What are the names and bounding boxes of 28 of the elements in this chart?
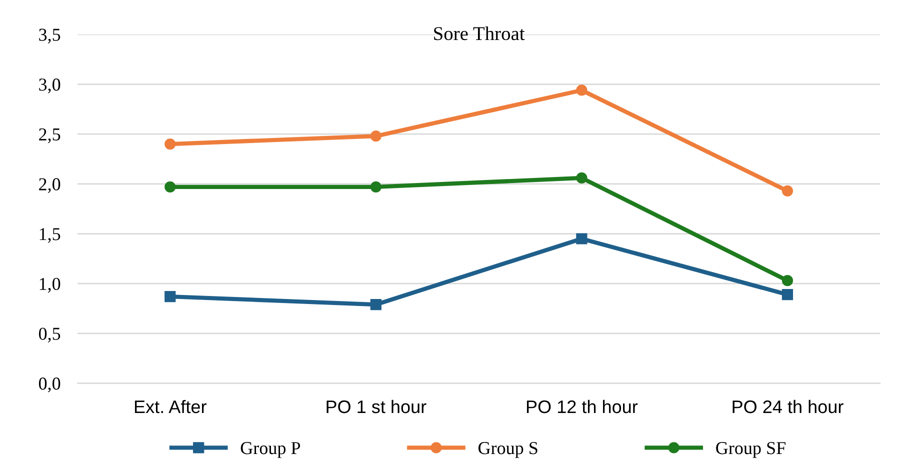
point: [370, 130, 382, 142]
y-tick-label: 2,5: [39, 128, 60, 144]
y-tick-label: 1,0: [40, 278, 60, 293]
point: [782, 275, 794, 286]
y-tick-label: 1,5: [40, 228, 60, 243]
point: [576, 84, 588, 96]
x-tick-label: Ext. After: [134, 400, 206, 414]
legend-label: Group SF: [716, 442, 786, 458]
y-tick-label: 3,5: [39, 28, 60, 44]
legend-label: Group P: [240, 442, 300, 458]
point: [164, 138, 176, 150]
point: [782, 289, 794, 300]
point: [576, 172, 588, 184]
point: [164, 290, 176, 302]
y-tick-label: 3,0: [39, 78, 60, 94]
legend-label: Group S: [478, 442, 538, 458]
x-tick-label: PO 12 th hour: [526, 400, 638, 414]
y-tick-label: 0,0: [38, 378, 60, 392]
point: [164, 181, 176, 192]
y-tick-label: 0,5: [38, 328, 60, 342]
x-tick-label: PO 1 st hour: [326, 400, 426, 414]
point: [370, 298, 382, 310]
point: [576, 233, 588, 244]
y-tick-label: 2,0: [39, 178, 60, 193]
point: [370, 181, 382, 192]
chart-title: Sore Throat: [434, 26, 525, 40]
x-tick-label: PO 24 th hour: [732, 400, 844, 414]
point: [782, 185, 794, 196]
